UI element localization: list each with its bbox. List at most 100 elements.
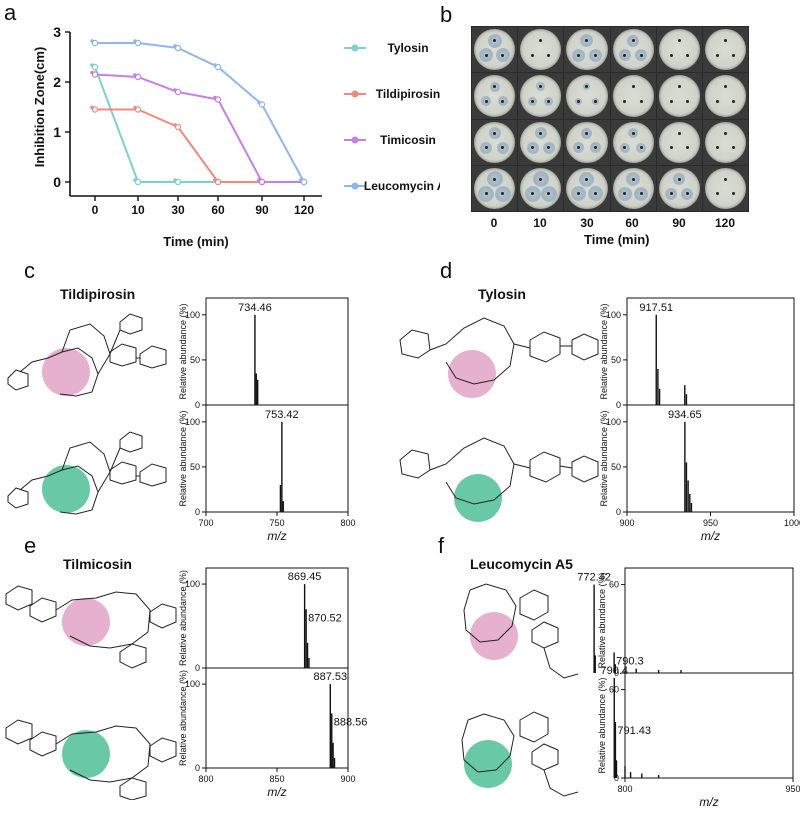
antibiotic-well (531, 99, 535, 103)
antibiotic-well (685, 99, 689, 103)
x-tick-label: 800 (198, 774, 213, 784)
highlight-pink (42, 348, 90, 396)
y-tick-label: 100 (606, 417, 621, 427)
structure-c (7, 313, 167, 515)
legend-marker (351, 136, 359, 144)
data-point (134, 73, 142, 81)
antibiotic-well (539, 177, 543, 181)
antibiotic-well (677, 131, 681, 135)
peak-label: 790.3 (616, 655, 644, 667)
data-point-replicate (90, 39, 94, 43)
x-tick-label: 90 (255, 203, 269, 217)
petri-dish (610, 27, 656, 73)
x-tick-label: 1000 (784, 518, 800, 528)
petri-dish (656, 27, 702, 73)
y-tick-label: 0 (616, 400, 621, 410)
agar-plate (704, 29, 746, 71)
antibiotic-well (484, 99, 488, 103)
data-point (214, 63, 222, 71)
legend-marker (351, 90, 359, 98)
antibiotic-well (577, 192, 581, 196)
panel-letter-f: f (438, 533, 445, 558)
antibiotic-well (585, 85, 589, 89)
antibiotic-well (732, 53, 736, 57)
antibiotic-well (493, 131, 497, 135)
antibiotic-well (593, 99, 597, 103)
antibiotic-well (539, 39, 543, 43)
antibiotic-well (723, 131, 727, 135)
y-tick-label: 50 (190, 355, 200, 365)
data-point (214, 178, 222, 186)
y-axis-label: Relative abundance (%) (599, 303, 609, 399)
data-point-replicate (90, 70, 94, 75)
data-point (91, 63, 99, 71)
spectrum-frame (624, 672, 794, 779)
antibiotic-well (715, 99, 719, 103)
petri-dish (656, 165, 702, 211)
antibiotic-well (493, 85, 497, 89)
x-tick-label: 850 (269, 774, 284, 784)
x-tick-label: 120 (294, 203, 314, 217)
antibiotic-well (732, 192, 736, 196)
spectrum-frame (624, 567, 794, 674)
spectrum-frame (626, 297, 795, 406)
antibiotic-well (639, 53, 643, 57)
petri-dish (702, 73, 748, 119)
legend-label: Leucomycin A5 (364, 179, 440, 193)
antibiotic-well (669, 192, 673, 196)
petri-dish (518, 27, 564, 73)
antibiotic-well (547, 192, 551, 196)
peak-label: 772.42 (577, 572, 611, 584)
petri-dish (518, 119, 564, 165)
time-label: 0 (490, 216, 498, 230)
structure-d (399, 317, 599, 522)
antibiotic-well (539, 131, 543, 135)
antibiotic-well (547, 99, 551, 103)
x-tick-label: 900 (340, 774, 355, 784)
peak-label: 791.43 (617, 725, 651, 737)
antibiotic-well (623, 53, 627, 57)
panel-letter-b: b (440, 2, 453, 27)
compound-title-tilmicosin: Tilmicosin (63, 556, 132, 572)
antibiotic-well (484, 53, 488, 57)
structure-f (461, 583, 579, 797)
antibiotic-well (547, 53, 551, 57)
panel-letter-d: d (440, 258, 453, 283)
y-tick-label: 50 (611, 355, 621, 365)
petri-dish (472, 73, 518, 119)
highlight-green (464, 740, 512, 788)
legend-marker (351, 44, 359, 52)
y-tick-label: 1 (53, 124, 61, 140)
legend-label: Tildipirosin (376, 87, 440, 101)
agar-plate (520, 29, 562, 71)
antibiotic-well (593, 146, 597, 150)
antibiotic-well (723, 39, 727, 43)
x-tick-label: 10 (131, 203, 145, 217)
compound-title-leucomycin-a5: Leucomycin A5 (470, 556, 573, 572)
data-point-replicate (173, 88, 177, 92)
antibiotic-well (585, 131, 589, 135)
antibiotic-well (585, 177, 589, 181)
antibiotic-well (493, 177, 497, 181)
data-point (174, 123, 182, 131)
antibiotic-well (631, 39, 635, 43)
agar-plate (704, 75, 746, 117)
data-point (258, 178, 266, 186)
petri-dish (702, 119, 748, 165)
time-label: 10 (533, 216, 547, 230)
petri-dish-grid (471, 26, 749, 212)
compound-title-tildipirosin: Tildipirosin (60, 286, 136, 302)
y-tick-label: 100 (185, 579, 200, 589)
petri-dish (610, 119, 656, 165)
antibiotic-well (685, 192, 689, 196)
antibiotic-well (501, 99, 505, 103)
antibiotic-well (723, 85, 727, 89)
data-point-replicate (257, 178, 261, 182)
spectrum-frame (626, 404, 795, 513)
data-point (91, 39, 99, 47)
x-tick-label: 700 (198, 518, 213, 528)
data-point-replicate (90, 63, 94, 67)
